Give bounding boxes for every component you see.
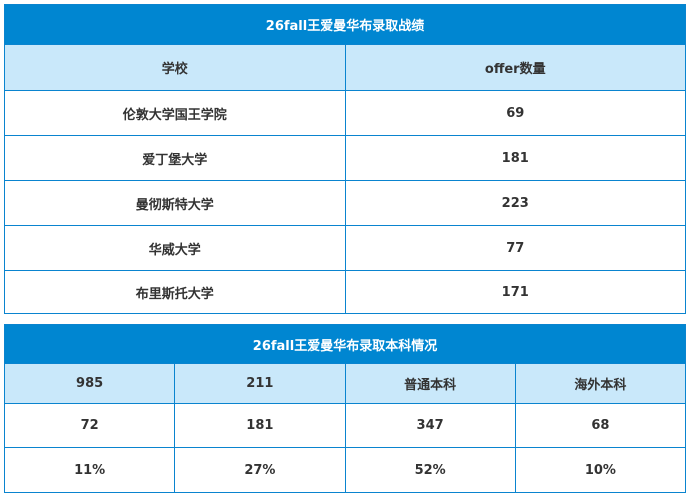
table-row: 爱丁堡大学 181: [4, 135, 686, 181]
school-name: 伦敦大学国王学院: [4, 90, 346, 136]
background-table: 26fall王爱曼华布录取本科情况 985 211 普通本科 海外本科 72 1…: [3, 324, 687, 493]
percent-cell: 10%: [514, 447, 687, 493]
percent-cell: 52%: [344, 447, 516, 493]
offer-count: 69: [344, 90, 686, 136]
offer-count: 223: [344, 180, 686, 226]
header-regular: 普通本科: [344, 363, 516, 404]
school-name: 布里斯托大学: [4, 270, 346, 314]
offer-count: 181: [344, 135, 686, 181]
header-school: 学校: [4, 44, 346, 91]
table-row: 曼彻斯特大学 223: [4, 180, 686, 226]
table-row: 华威大学 77: [4, 225, 686, 271]
table-row: 伦敦大学国王学院 69: [4, 90, 686, 136]
count-cell: 68: [514, 403, 687, 448]
percent-cell: 11%: [3, 447, 176, 493]
school-name: 华威大学: [4, 225, 346, 271]
count-cell: 72: [3, 403, 176, 448]
school-name: 曼彻斯特大学: [4, 180, 346, 226]
counts-row: 72 181 347 68: [3, 403, 687, 448]
offer-count: 171: [344, 270, 686, 314]
offer-count: 77: [344, 225, 686, 271]
percent-cell: 27%: [174, 447, 346, 493]
offer-table-title: 26fall王爱曼华布录取战绩: [4, 4, 686, 45]
percents-row: 11% 27% 52% 10%: [3, 447, 687, 493]
offer-table: 26fall王爱曼华布录取战绩 学校 offer数量 伦敦大学国王学院 69 爱丁…: [4, 4, 686, 314]
background-table-title: 26fall王爱曼华布录取本科情况: [4, 324, 686, 364]
count-cell: 347: [344, 403, 516, 448]
header-overseas: 海外本科: [514, 363, 687, 404]
header-offer-count: offer数量: [344, 44, 686, 91]
table-row: 布里斯托大学 171: [4, 270, 686, 314]
header-985: 985: [3, 363, 176, 404]
count-cell: 181: [174, 403, 346, 448]
header-211: 211: [174, 363, 346, 404]
school-name: 爱丁堡大学: [4, 135, 346, 181]
